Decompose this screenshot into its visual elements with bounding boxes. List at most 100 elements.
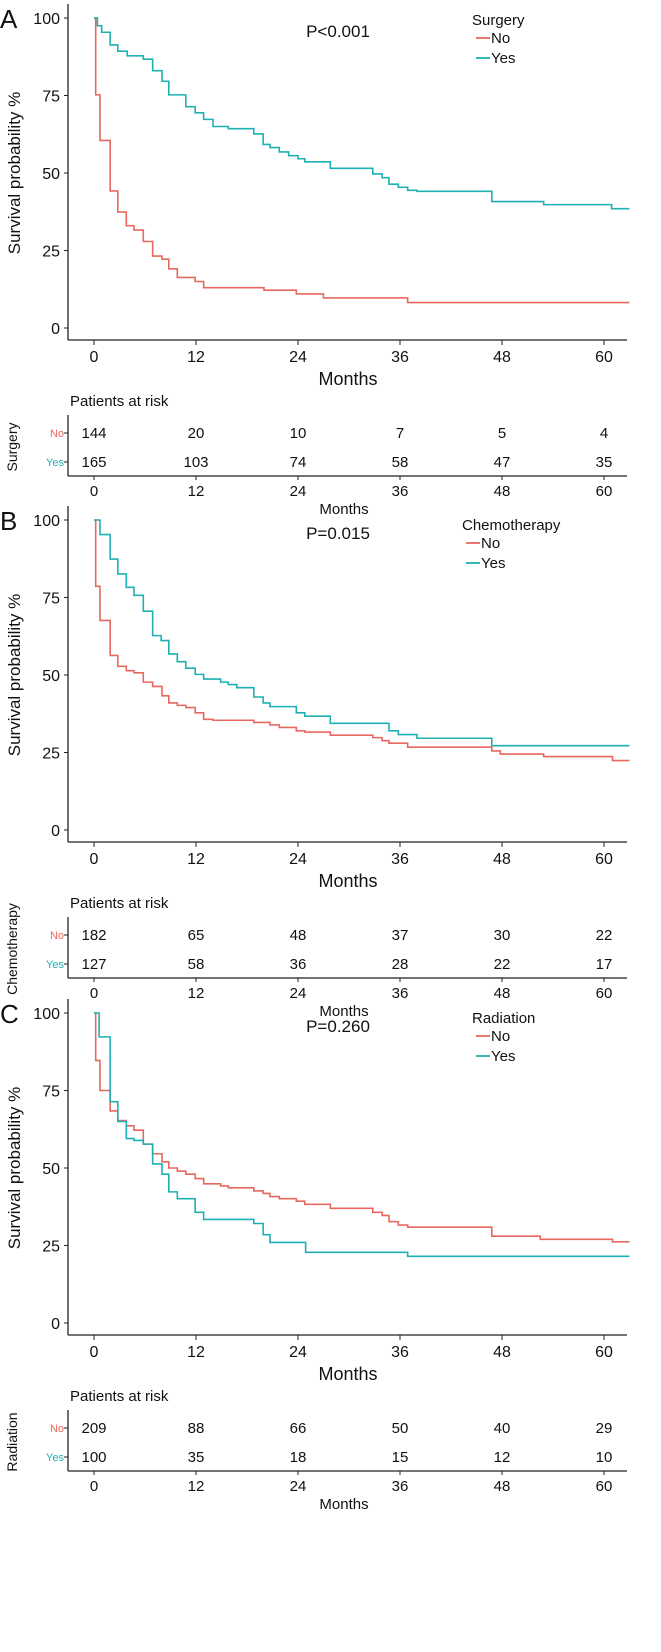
y-axis-label: Survival probability %	[5, 92, 24, 255]
risk-row-label-no: No	[50, 1423, 64, 1435]
km-curve-yes	[94, 519, 630, 747]
legend-entry-no: No	[491, 30, 510, 47]
risk-count: 47	[494, 454, 511, 471]
risk-x-tick-label: 36	[392, 483, 409, 500]
p-value: P<0.001	[306, 22, 370, 41]
risk-row-label-no: No	[50, 428, 64, 440]
x-axis-label: Months	[318, 871, 377, 891]
panel-label: B	[0, 506, 17, 536]
risk-count: 40	[494, 1420, 511, 1437]
risk-x-tick-label: 48	[494, 483, 511, 500]
x-tick-label: 0	[90, 851, 99, 868]
risk-x-tick-label: 24	[290, 985, 307, 1002]
legend-title: Chemotherapy	[462, 517, 561, 534]
y-tick-label: 0	[51, 1316, 60, 1333]
risk-table-x-label: Months	[319, 1003, 368, 1020]
risk-row-label-yes: Yes	[46, 959, 64, 971]
risk-table-group-label: Radiation	[4, 1412, 20, 1471]
risk-x-tick-label: 0	[90, 483, 98, 500]
risk-count: 209	[81, 1420, 106, 1437]
x-tick-label: 36	[391, 349, 409, 366]
y-tick-label: 50	[42, 1161, 60, 1178]
km-curve-yes	[94, 1012, 630, 1258]
risk-count: 20	[188, 425, 205, 442]
x-tick-label: 60	[595, 1344, 613, 1361]
legend-entry-no: No	[491, 1028, 510, 1045]
x-tick-label: 36	[391, 851, 409, 868]
risk-x-tick-label: 12	[188, 985, 205, 1002]
x-tick-label: 60	[595, 851, 613, 868]
risk-count: 37	[392, 927, 409, 944]
x-tick-label: 12	[187, 851, 205, 868]
risk-table-x-label: Months	[319, 1496, 368, 1513]
risk-count: 182	[81, 927, 106, 944]
risk-count: 88	[188, 1420, 205, 1437]
risk-table-title: Patients at risk	[70, 895, 169, 912]
km-curve-yes	[94, 17, 630, 210]
risk-count: 22	[596, 927, 613, 944]
risk-count: 18	[290, 1449, 307, 1466]
p-value: P=0.260	[306, 1017, 370, 1036]
risk-count: 144	[81, 425, 106, 442]
y-tick-label: 50	[42, 668, 60, 685]
x-tick-label: 0	[90, 349, 99, 366]
x-tick-label: 60	[595, 349, 613, 366]
panel-label: C	[0, 999, 19, 1029]
x-tick-label: 12	[187, 349, 205, 366]
y-tick-label: 75	[42, 1084, 60, 1101]
x-tick-label: 48	[493, 349, 511, 366]
risk-count: 66	[290, 1420, 307, 1437]
p-value: P=0.015	[306, 524, 370, 543]
x-axis-label: Months	[318, 369, 377, 389]
risk-x-tick-label: 24	[290, 483, 307, 500]
y-axis-label: Survival probability %	[5, 1087, 24, 1250]
risk-count: 17	[596, 956, 613, 973]
risk-count: 10	[290, 425, 307, 442]
risk-row-label-no: No	[50, 930, 64, 942]
km-curve-no	[94, 17, 630, 304]
x-tick-label: 12	[187, 1344, 205, 1361]
risk-table-title: Patients at risk	[70, 1388, 169, 1405]
risk-count: 36	[290, 956, 307, 973]
risk-count: 127	[81, 956, 106, 973]
y-tick-label: 0	[51, 321, 60, 338]
risk-count: 15	[392, 1449, 409, 1466]
y-tick-label: 25	[42, 746, 60, 763]
x-tick-label: 24	[289, 851, 307, 868]
legend-entry-yes: Yes	[481, 555, 505, 572]
risk-count: 29	[596, 1420, 613, 1437]
x-tick-label: 0	[90, 1344, 99, 1361]
y-tick-label: 100	[33, 11, 60, 28]
x-tick-label: 48	[493, 851, 511, 868]
risk-count: 35	[188, 1449, 205, 1466]
panel-b: B Survival probability % 0 25 50 75 100 0 12 24 36…	[0, 506, 630, 1020]
legend-entry-yes: Yes	[491, 50, 515, 67]
risk-x-tick-label: 0	[90, 1478, 98, 1495]
risk-count: 58	[392, 454, 409, 471]
x-tick-label: 48	[493, 1344, 511, 1361]
y-tick-label: 75	[42, 89, 60, 106]
risk-count: 58	[188, 956, 205, 973]
risk-table-x-label: Months	[319, 501, 368, 518]
risk-x-tick-label: 12	[188, 483, 205, 500]
legend-entry-yes: Yes	[491, 1048, 515, 1065]
risk-x-tick-label: 48	[494, 985, 511, 1002]
y-tick-label: 50	[42, 166, 60, 183]
risk-x-tick-label: 36	[392, 985, 409, 1002]
x-tick-label: 24	[289, 349, 307, 366]
risk-table-title: Patients at risk	[70, 393, 169, 410]
y-tick-label: 75	[42, 591, 60, 608]
risk-x-tick-label: 48	[494, 1478, 511, 1495]
risk-x-tick-label: 60	[596, 985, 613, 1002]
risk-count: 7	[396, 425, 404, 442]
y-tick-label: 100	[33, 513, 60, 530]
legend-entry-no: No	[481, 535, 500, 552]
risk-row-label-yes: Yes	[46, 1452, 64, 1464]
risk-x-tick-label: 36	[392, 1478, 409, 1495]
risk-row-label-yes: Yes	[46, 457, 64, 469]
risk-count: 74	[290, 454, 307, 471]
risk-count: 100	[81, 1449, 106, 1466]
risk-x-tick-label: 0	[90, 985, 98, 1002]
